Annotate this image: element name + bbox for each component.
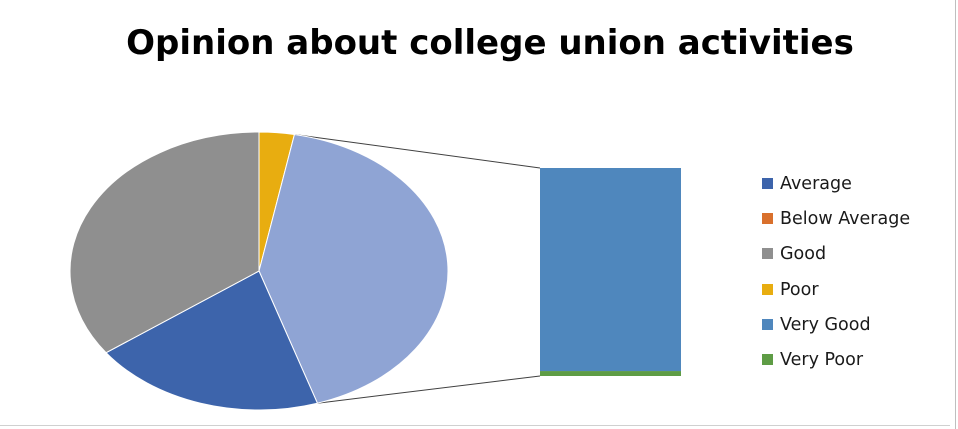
legend-swatch-average — [762, 178, 773, 189]
legend-item-very-poor: Very Poor — [762, 348, 958, 383]
connector-lines — [294, 133, 541, 404]
bar-segment-very-poor — [540, 371, 681, 376]
pie-slice-other — [258, 133, 449, 404]
legend-label-very-poor: Very Poor — [780, 349, 864, 370]
connector-line-bottom — [317, 375, 541, 404]
chart-frame-bottom — [0, 425, 950, 426]
legend: Average Below Average Good Poor Very Goo… — [762, 172, 958, 383]
secondary-bar — [540, 168, 681, 376]
pie-slice-average — [105, 270, 319, 411]
legend-swatch-poor — [762, 283, 773, 295]
bar-segment-very-good — [540, 168, 681, 372]
legend-label-good: Good — [780, 244, 827, 265]
pie-slice-good — [69, 131, 260, 354]
legend-swatch-below-average — [762, 213, 773, 225]
legend-item-very-good: Very Good — [762, 313, 958, 348]
legend-swatch-very-good — [762, 318, 773, 330]
legend-label-average: Average — [780, 174, 852, 194]
legend-item-poor: Poor — [762, 278, 958, 313]
legend-item-average: Average — [762, 172, 958, 207]
legend-label-poor: Poor — [780, 279, 819, 300]
legend-item-good: Good — [762, 242, 958, 277]
legend-label-below-average: Below Average — [780, 209, 911, 230]
legend-item-below-average: Below Average — [762, 207, 958, 242]
legend-label-very-good: Very Good — [780, 314, 871, 335]
chart-title: Opinion about college union activities — [126, 23, 854, 63]
legend-swatch-good — [762, 248, 773, 260]
pie-chart — [69, 131, 449, 411]
connector-line-top — [294, 133, 541, 169]
legend-swatch-very-poor — [762, 353, 773, 365]
